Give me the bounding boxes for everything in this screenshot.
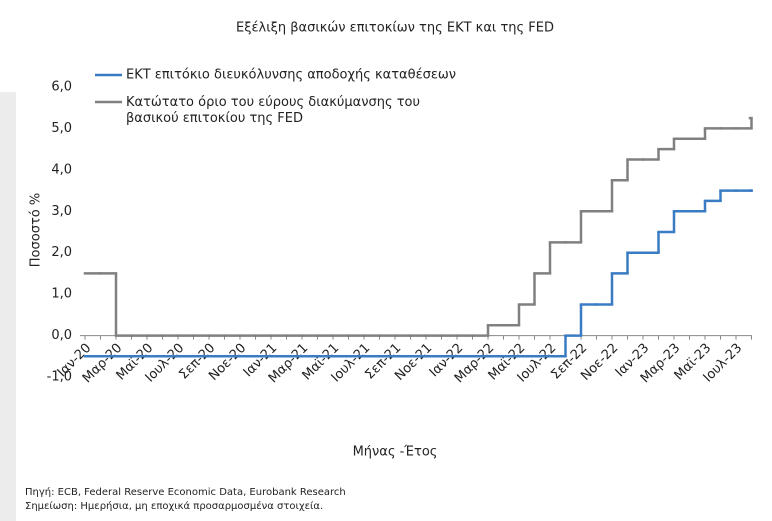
y-tick-label: 1,0 — [51, 287, 72, 302]
footnote: Σημείωση: Ημερήσια, μη εποχικά προσαρμοσ… — [25, 500, 323, 512]
legend-label-line: βασικού επιτοκίου της FED — [126, 111, 303, 126]
legend-label: ΕΚΤ επιτόκιο διευκόλυνσης αποδοχής καταθ… — [126, 68, 456, 83]
chart-title: Εξέλιξη βασικών επιτοκίων της ΕΚΤ και τη… — [236, 21, 554, 36]
y-tick-label: -1,0 — [47, 370, 72, 385]
source-note: Πηγή: ECB, Federal Reserve Economic Data… — [25, 486, 346, 498]
y-tick-label: 5,0 — [51, 121, 72, 136]
y-tick-label: 3,0 — [51, 204, 72, 219]
y-tick-label: 6,0 — [51, 80, 72, 95]
side-strip — [0, 92, 16, 521]
y-tick-label: 0,0 — [51, 328, 72, 343]
y-axis-label: Ποσοστό % — [29, 193, 44, 267]
x-axis-label: Μήνας -Έτος — [353, 445, 438, 460]
legend-label-line: Κατώτατο όριο του εύρους διακύμανσης του — [126, 95, 420, 110]
y-tick-label: 2,0 — [51, 245, 72, 260]
y-tick-label: 4,0 — [51, 162, 72, 177]
legend-label: Κατώτατο όριο του εύρους διακύμανσης του… — [126, 95, 420, 126]
